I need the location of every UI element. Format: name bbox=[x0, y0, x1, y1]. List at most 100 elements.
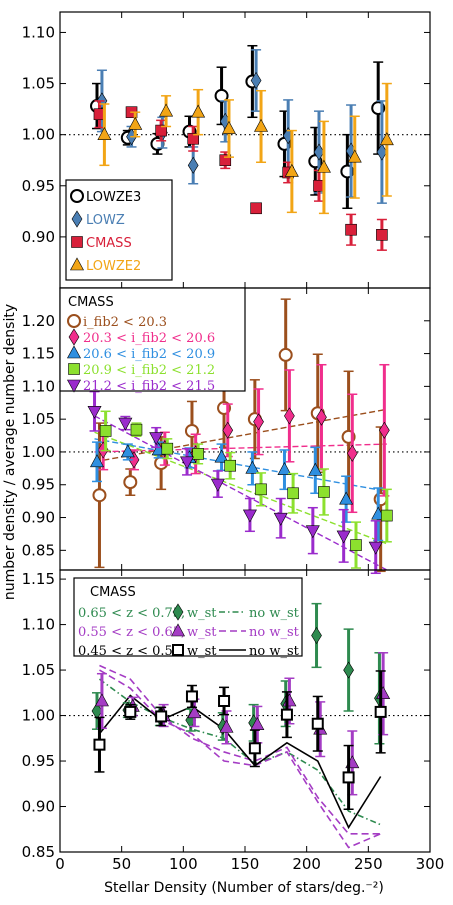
data-point bbox=[130, 423, 143, 436]
data-point bbox=[93, 738, 106, 751]
legend-marker bbox=[170, 623, 186, 637]
legend-range: 0.55 < z < 0.65, bbox=[78, 625, 185, 640]
data-point bbox=[191, 104, 206, 118]
plot-frame bbox=[59, 569, 431, 853]
legend-marker bbox=[68, 328, 80, 346]
data-point bbox=[379, 421, 390, 439]
data-point bbox=[219, 154, 232, 167]
legend-label: LOWZE3 bbox=[86, 190, 141, 205]
data-point bbox=[187, 705, 202, 719]
y-tick-label: 1.20 bbox=[22, 312, 55, 330]
data-point bbox=[123, 475, 138, 490]
x-tick-label: 50 bbox=[112, 855, 131, 873]
data-point bbox=[149, 432, 164, 446]
legend-title: CMASS bbox=[68, 295, 114, 310]
legend-label: LOWZ bbox=[86, 213, 125, 228]
data-point bbox=[278, 347, 293, 362]
y-tick-label: 1.10 bbox=[22, 616, 55, 634]
legend-marker bbox=[69, 257, 85, 271]
trend-line bbox=[94, 438, 387, 492]
data-point bbox=[346, 444, 358, 462]
data-point bbox=[350, 539, 362, 551]
legend-label: 20.9 < i_fib2 < 21.2 bbox=[83, 363, 215, 378]
data-point bbox=[255, 483, 267, 496]
trend-line bbox=[94, 408, 387, 463]
data-point bbox=[250, 71, 262, 90]
legend-label: 20.6 < i_fib2 < 20.9 bbox=[83, 347, 215, 362]
data-point bbox=[280, 708, 293, 721]
y-tick-label: 1.10 bbox=[22, 23, 55, 41]
x-tick-label: 150 bbox=[231, 855, 260, 873]
data-point bbox=[374, 705, 387, 718]
legend-title: CMASS bbox=[90, 585, 136, 600]
legend-frame bbox=[73, 577, 303, 657]
data-point bbox=[87, 405, 102, 419]
legend-w-label: w_st bbox=[187, 625, 217, 640]
data-point bbox=[368, 541, 383, 555]
data-point bbox=[120, 444, 135, 458]
legend-marker bbox=[66, 379, 82, 393]
data-point bbox=[318, 486, 330, 498]
y-tick-label: 1.00 bbox=[22, 126, 55, 144]
data-point bbox=[248, 742, 261, 755]
legend-no-label: no w_st bbox=[249, 644, 300, 659]
panel-2: 0.85 0.90 0.95 1.00 1.05 1.10 1.15 1.20 bbox=[22, 287, 431, 575]
y-tick-label: 0.95 bbox=[22, 752, 55, 770]
data-point bbox=[284, 163, 299, 177]
data-point bbox=[210, 478, 225, 492]
data-point bbox=[118, 417, 133, 431]
panels: 0.90 0.95 1.00 1.05 1.10 0.85 0.90 0.95 1.00 1.05… bbox=[22, 11, 445, 873]
data-point bbox=[99, 425, 112, 437]
panel-1: 0.90 0.95 1.00 1.05 1.10 bbox=[22, 11, 431, 289]
data-point bbox=[245, 460, 260, 474]
data-point bbox=[250, 202, 262, 215]
data-point bbox=[187, 132, 199, 145]
legend-marker bbox=[67, 314, 81, 328]
data-point bbox=[159, 103, 174, 117]
legend-frame bbox=[59, 287, 246, 392]
legend-marker bbox=[71, 236, 83, 248]
data-point bbox=[124, 705, 137, 718]
y-tick-label: 1.15 bbox=[22, 570, 55, 588]
x-tick-label: 200 bbox=[292, 855, 321, 873]
data-point bbox=[311, 626, 322, 645]
legend-label: CMASS bbox=[86, 236, 132, 251]
x-tick-label: 0 bbox=[55, 855, 65, 873]
data-point bbox=[305, 525, 320, 539]
x-tick-label: 300 bbox=[416, 855, 445, 873]
legend-w-label: w_st bbox=[187, 644, 217, 659]
legend-marker bbox=[70, 189, 84, 203]
data-point bbox=[253, 413, 264, 431]
y-tick-label: 0.95 bbox=[22, 476, 55, 494]
legend-label: 20.3 < i_fib2 < 20.6 bbox=[83, 331, 215, 346]
data-point bbox=[242, 509, 257, 523]
y-tick-label: 0.85 bbox=[22, 541, 55, 559]
x-tick-label: 100 bbox=[169, 855, 198, 873]
data-point bbox=[343, 661, 354, 679]
data-point bbox=[345, 223, 357, 236]
data-point bbox=[94, 693, 109, 707]
y-tick-label: 0.85 bbox=[22, 843, 55, 861]
legend-range: 0.45 < z < 0.55, bbox=[78, 644, 185, 659]
y-tick-label: 1.05 bbox=[22, 410, 55, 428]
y-tick-label: 1.10 bbox=[22, 377, 55, 395]
data-point bbox=[376, 143, 388, 161]
data-point bbox=[192, 448, 204, 460]
data-point bbox=[214, 88, 229, 103]
data-point bbox=[91, 702, 103, 720]
data-point bbox=[155, 710, 168, 723]
data-point bbox=[273, 512, 288, 526]
legend-marker bbox=[66, 345, 82, 359]
data-point bbox=[311, 717, 324, 730]
data-point bbox=[221, 120, 236, 134]
legend-marker bbox=[71, 210, 83, 228]
legend-label: 21.2 < i_fib2 < 21.5 bbox=[83, 379, 215, 394]
y-tick-label: 0.90 bbox=[22, 228, 55, 246]
y-tick-label: 0.90 bbox=[22, 509, 55, 527]
data-point bbox=[277, 462, 292, 475]
legend-panel-1: LOWZE3 LOWZ CMASS LOWZE2 bbox=[65, 179, 173, 281]
y-tick-label: 1.15 bbox=[22, 345, 55, 363]
